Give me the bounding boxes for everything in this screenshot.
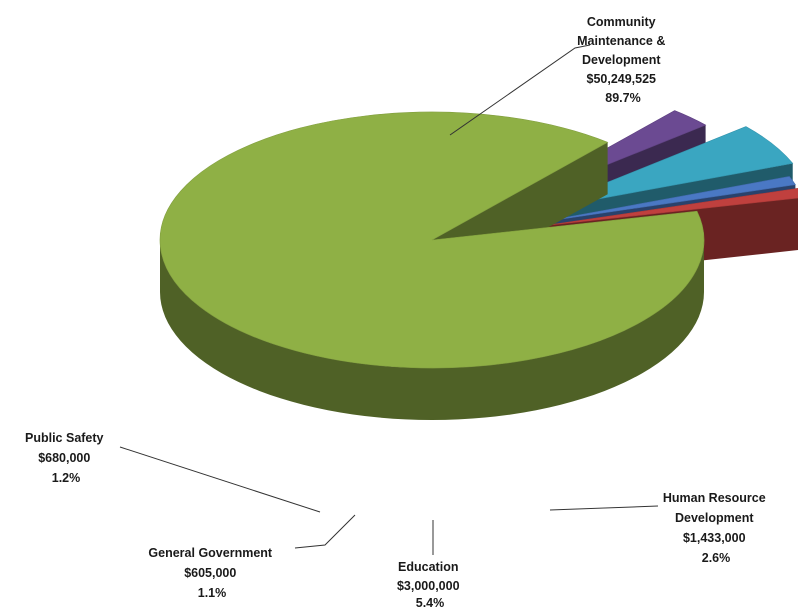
leader-line-human-resource [549, 505, 659, 511]
slice-label-community: Community Maintenance & Development $50,… [577, 15, 669, 105]
slice-label-education: Education $3,000,000 5.4% [397, 560, 463, 610]
leader-line-public-safety [119, 446, 321, 513]
pie-slice-community [159, 111, 705, 420]
leader-lines [119, 44, 659, 555]
slice-top-face [159, 111, 705, 369]
slice-label-human-resource: Human Resource Development $1,433,000 2.… [663, 491, 769, 565]
leader-line-community [449, 44, 591, 136]
slice-label-general-government: General Government $605,000 1.1% [148, 546, 275, 600]
slices-layer [159, 110, 798, 420]
leader-line-general-government [294, 514, 356, 549]
slice-top-face [535, 176, 796, 224]
slice-label-public-safety: Public Safety $680,000 1.2% [25, 431, 107, 485]
slice-outer-wall [160, 240, 704, 420]
